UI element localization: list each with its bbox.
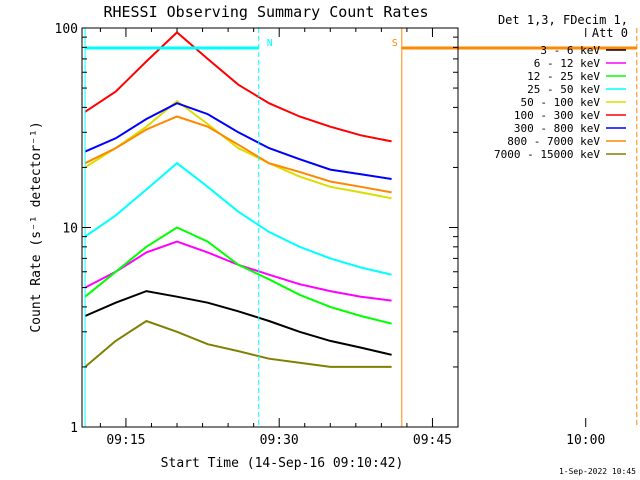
legend-label-9: 7000 - 15000 keV xyxy=(494,148,600,161)
x-tick-label-3: 09:45 xyxy=(413,433,452,448)
series-5-line-1 xyxy=(84,99,392,200)
series-1-line-1 xyxy=(84,290,392,356)
series-5 xyxy=(84,99,392,200)
legend-label-6: 100 - 300 keV xyxy=(514,109,600,122)
x-tick-label-2: 09:30 xyxy=(260,433,299,448)
series-4-line-1 xyxy=(84,161,392,276)
legend-label-4: 25 - 50 keV xyxy=(527,83,600,96)
series-3-line-1 xyxy=(84,226,392,325)
legend-label-2: 6 - 12 keV xyxy=(534,57,601,70)
legend-label-7: 300 - 800 keV xyxy=(514,122,600,135)
generation-timestamp: 1-Sep-2022 10:45 xyxy=(559,467,636,476)
series-7-line-1 xyxy=(84,102,392,180)
y-tick-label-1: 1 xyxy=(70,421,78,436)
legend-label-1: 3 - 6 keV xyxy=(540,44,600,57)
x-axis-label: Start Time (14-Sep-16 09:10:42) xyxy=(161,456,404,471)
series-4 xyxy=(84,161,392,276)
series-9-line-1 xyxy=(84,319,392,368)
series-3 xyxy=(84,226,392,325)
legend-label-5: 50 - 100 keV xyxy=(521,96,601,109)
series-9 xyxy=(84,319,392,368)
series-layer xyxy=(84,31,392,368)
legend-label-3: 12 - 25 keV xyxy=(527,70,600,83)
series-8-line-1 xyxy=(84,115,392,194)
series-6 xyxy=(84,31,392,143)
y-axis-label: Count Rate (s⁻¹ detector⁻¹) xyxy=(29,121,44,332)
series-1 xyxy=(84,290,392,356)
legend-label-8: 800 - 7000 keV xyxy=(507,135,600,148)
annotation-label-3: S xyxy=(392,38,398,49)
series-7 xyxy=(84,102,392,180)
x-tick-label-1: 09:15 xyxy=(106,433,145,448)
chart-title: RHESSI Observing Summary Count Rates xyxy=(103,3,428,21)
series-6-line-1 xyxy=(84,31,392,143)
y-tick-label-3: 100 xyxy=(55,22,78,37)
annotation-label-1: N xyxy=(267,38,273,49)
series-8 xyxy=(84,115,392,194)
legend-header-line-1: Det 1,3, FDecim 1, xyxy=(498,13,628,27)
axis-layer: 09:1509:3009:4510:0010:1510:3010:4511010… xyxy=(55,22,606,448)
y-tick-label-2: 10 xyxy=(62,222,78,237)
legend-header-line-2: Att 0 xyxy=(592,26,628,40)
x-tick-label-4: 10:00 xyxy=(566,433,605,448)
